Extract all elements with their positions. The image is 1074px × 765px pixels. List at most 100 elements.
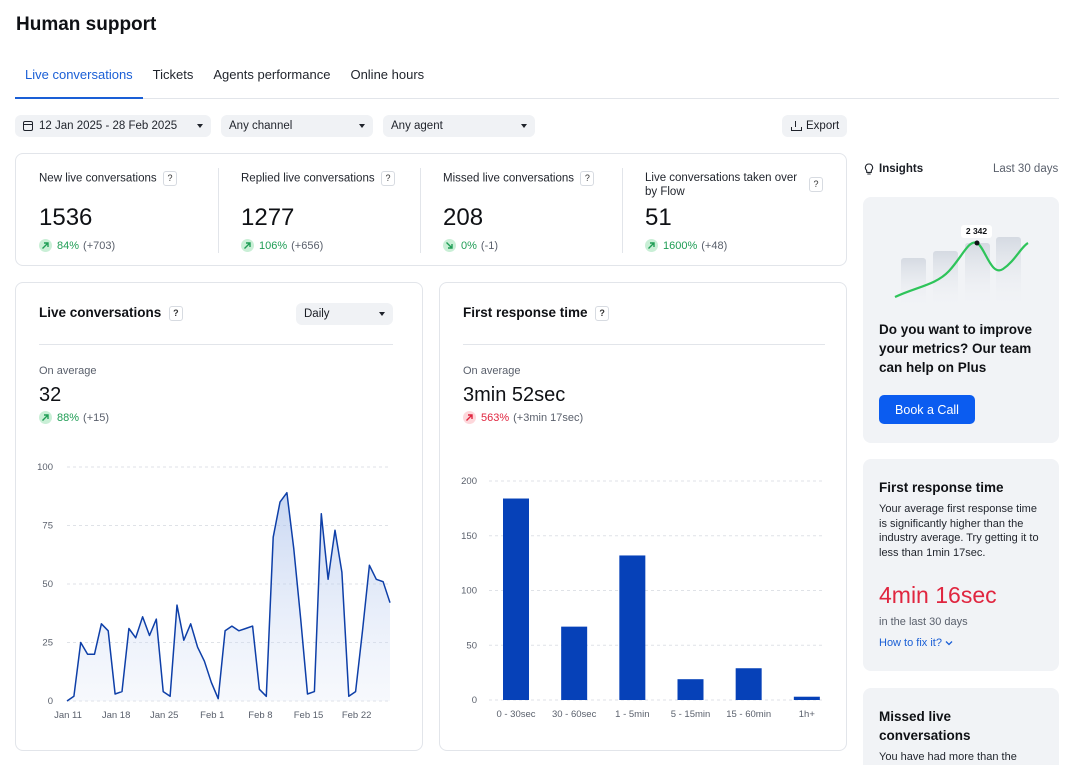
bar-shape	[965, 243, 990, 306]
promo-title: Do you want to improve your metrics? Our…	[879, 322, 1033, 375]
agent-value: Any agent	[391, 120, 443, 132]
insights-period: Last 30 days	[993, 163, 1059, 175]
kpi-new-live-conversations: New live conversations ? 1536 84% (+703)	[39, 154, 219, 266]
divider	[463, 344, 825, 345]
chart-title: Live conversations	[39, 305, 162, 320]
trend-up-icon	[39, 411, 52, 424]
divider	[420, 168, 421, 253]
help-icon[interactable]: ?	[381, 171, 395, 186]
x-tick-label: 15 - 60min	[726, 709, 771, 720]
average-label: On average	[463, 365, 521, 377]
help-icon[interactable]: ?	[809, 177, 823, 192]
channel-select[interactable]: Any channel	[221, 115, 373, 137]
download-icon	[791, 121, 802, 131]
y-tick-label: 200	[461, 476, 477, 487]
y-tick-label: 0	[472, 695, 477, 706]
bar	[561, 626, 588, 700]
missed-insight-text: You have had more than the	[879, 751, 1017, 763]
lightbulb-icon	[864, 163, 874, 175]
x-tick-label: Jan 18	[102, 710, 131, 721]
bar	[677, 679, 704, 700]
kpi-label: Missed live conversations	[443, 172, 575, 185]
interval-select[interactable]: Daily	[296, 303, 393, 325]
tab-agents-performance[interactable]: Agents performance	[213, 67, 331, 82]
divider	[218, 168, 219, 253]
kpi-label: Replied live conversations	[241, 172, 375, 185]
kpi-taken-over-by-flow: Live conversations taken over by Flow ? …	[645, 154, 830, 266]
help-icon[interactable]: ?	[580, 171, 595, 186]
frt-insight-title: First response time	[879, 480, 1004, 495]
x-tick-label: Jan 25	[150, 710, 179, 721]
average-percent: 563%	[481, 411, 510, 424]
chart-title: First response time	[463, 305, 588, 320]
average-value: 3min 52sec	[463, 384, 566, 406]
kpi-value: 208	[443, 204, 484, 231]
date-range-value: 12 Jan 2025 - 28 Feb 2025	[39, 120, 178, 132]
channel-value: Any channel	[229, 120, 293, 132]
bar	[503, 498, 529, 700]
bar	[735, 668, 762, 700]
trend-up-icon	[645, 239, 658, 252]
bar-shape	[996, 237, 1021, 306]
x-tick-label: Feb 15	[294, 710, 324, 721]
kpi-replied-live-conversations: Replied live conversations ? 1277 106% (…	[241, 154, 421, 266]
y-tick-label: 0	[48, 696, 53, 707]
x-tick-label: 30 - 60sec	[552, 709, 597, 720]
divider	[39, 344, 393, 345]
help-icon[interactable]: ?	[168, 305, 183, 321]
kpi-card: New live conversations ? 1536 84% (+703)…	[15, 153, 847, 266]
bar	[619, 555, 646, 700]
date-range-picker[interactable]: 12 Jan 2025 - 28 Feb 2025	[15, 115, 211, 137]
help-icon[interactable]: ?	[163, 171, 177, 186]
tab-online-hours[interactable]: Online hours	[350, 67, 425, 82]
chevron-down-icon	[945, 641, 953, 646]
average-change: (+15)	[83, 411, 110, 424]
kpi-percent: 84%	[57, 239, 80, 252]
kpi-change: (+48)	[701, 239, 728, 252]
average-percent: 88%	[57, 411, 80, 424]
missed-insight-title: Missed live conversations	[879, 709, 971, 743]
chevron-down-icon	[379, 312, 385, 316]
x-tick-label: 1 - 5min	[615, 709, 649, 720]
frt-insight-subtext: in the last 30 days	[879, 616, 968, 628]
trend-up-icon	[241, 239, 254, 252]
kpi-percent: 106%	[259, 239, 288, 252]
kpi-change: (+703)	[83, 239, 116, 252]
tab-live-conversations[interactable]: Live conversations	[15, 60, 143, 99]
help-icon[interactable]: ?	[595, 305, 610, 321]
x-tick-label: Feb 1	[200, 710, 224, 721]
kpi-change: (-1)	[480, 239, 499, 252]
y-tick-label: 150	[461, 531, 477, 542]
average-change: (+3min 17sec)	[513, 411, 584, 424]
growth-illustration	[894, 225, 1029, 306]
trend-up-icon	[39, 239, 52, 252]
bar-shape	[901, 258, 926, 306]
kpi-label: Live conversations taken over by Flow	[645, 172, 798, 198]
area-fill	[67, 492, 390, 701]
y-tick-label: 75	[42, 521, 53, 532]
x-tick-label: 0 - 30sec	[496, 709, 535, 720]
kpi-label: New live conversations	[39, 172, 157, 185]
live-conversations-chart: 0 25 50 75 100 Jan 11 Jan 18 Jan 25 Feb 1 Feb 8 Fe…	[37, 462, 391, 721]
chevron-down-icon	[359, 124, 365, 128]
x-tick-label: Feb 22	[342, 710, 372, 721]
x-tick-label: 5 - 15min	[671, 709, 711, 720]
agent-select[interactable]: Any agent	[383, 115, 535, 137]
export-button[interactable]: Export	[782, 115, 847, 137]
tab-tickets[interactable]: Tickets	[152, 67, 194, 82]
promo-panel: 2 342 Do you want to improve your metric…	[863, 197, 1059, 443]
export-label: Export	[806, 120, 840, 132]
trend-down-icon	[443, 239, 456, 252]
kpi-change: (+656)	[291, 239, 324, 252]
value-tooltip	[961, 225, 992, 238]
divider	[622, 168, 623, 253]
frt-insight-panel: First response time Your average first r…	[863, 459, 1059, 671]
y-tick-label: 50	[466, 640, 477, 651]
y-tick-label: 100	[461, 586, 477, 597]
x-tick-label: 1h+	[799, 709, 816, 720]
bar	[793, 696, 820, 700]
how-to-fix-link[interactable]: How to fix it?	[879, 637, 942, 649]
x-tick-label: Jan 11	[54, 710, 82, 721]
book-call-button[interactable]: Book a Call	[879, 395, 975, 424]
chevron-down-icon	[521, 124, 527, 128]
